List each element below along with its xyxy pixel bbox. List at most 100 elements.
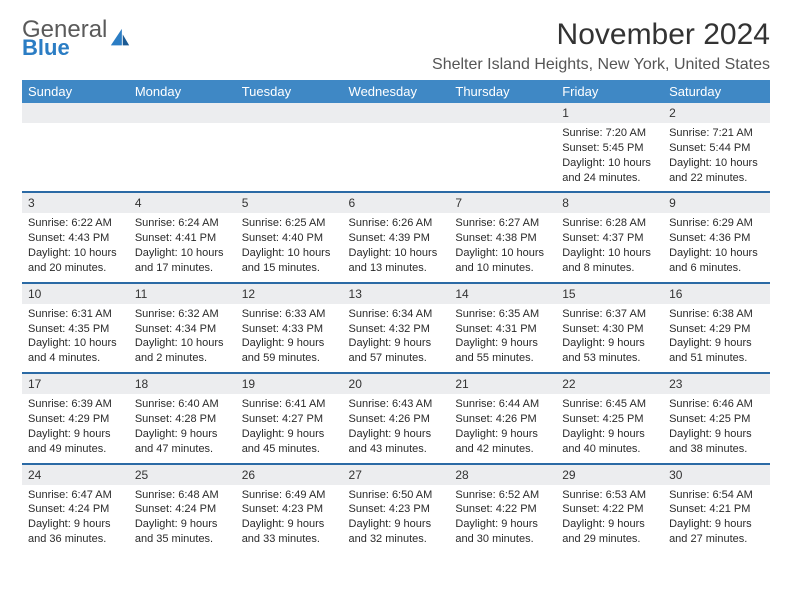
- day-number: 2: [663, 103, 770, 123]
- day-details: Sunrise: 6:50 AMSunset: 4:23 PMDaylight:…: [343, 485, 450, 553]
- day-details: Sunrise: 6:24 AMSunset: 4:41 PMDaylight:…: [129, 213, 236, 281]
- calendar-cell: 12Sunrise: 6:33 AMSunset: 4:33 PMDayligh…: [236, 283, 343, 372]
- day-number: 15: [556, 284, 663, 304]
- month-title: November 2024: [432, 18, 770, 52]
- header: General Blue November 2024 Shelter Islan…: [22, 18, 770, 74]
- logo: General Blue: [22, 18, 131, 58]
- calendar-cell: 16Sunrise: 6:38 AMSunset: 4:29 PMDayligh…: [663, 283, 770, 372]
- day-details: Sunrise: 6:45 AMSunset: 4:25 PMDaylight:…: [556, 394, 663, 462]
- day-header: Sunday: [22, 80, 129, 103]
- calendar-cell: 22Sunrise: 6:45 AMSunset: 4:25 PMDayligh…: [556, 373, 663, 462]
- calendar-cell: [449, 103, 556, 191]
- calendar-cell: 6Sunrise: 6:26 AMSunset: 4:39 PMDaylight…: [343, 192, 450, 281]
- day-number: 7: [449, 193, 556, 213]
- day-details: Sunrise: 6:41 AMSunset: 4:27 PMDaylight:…: [236, 394, 343, 462]
- day-number: 9: [663, 193, 770, 213]
- calendar-cell: 25Sunrise: 6:48 AMSunset: 4:24 PMDayligh…: [129, 464, 236, 553]
- calendar-cell: 5Sunrise: 6:25 AMSunset: 4:40 PMDaylight…: [236, 192, 343, 281]
- calendar-cell: 4Sunrise: 6:24 AMSunset: 4:41 PMDaylight…: [129, 192, 236, 281]
- day-number: 16: [663, 284, 770, 304]
- calendar-cell: 18Sunrise: 6:40 AMSunset: 4:28 PMDayligh…: [129, 373, 236, 462]
- day-number: 21: [449, 374, 556, 394]
- day-number: 1: [556, 103, 663, 123]
- calendar-cell: 28Sunrise: 6:52 AMSunset: 4:22 PMDayligh…: [449, 464, 556, 553]
- calendar-table: SundayMondayTuesdayWednesdayThursdayFrid…: [22, 80, 770, 553]
- day-details: Sunrise: 6:48 AMSunset: 4:24 PMDaylight:…: [129, 485, 236, 553]
- calendar-cell: 27Sunrise: 6:50 AMSunset: 4:23 PMDayligh…: [343, 464, 450, 553]
- calendar-cell: [343, 103, 450, 191]
- calendar-week: 3Sunrise: 6:22 AMSunset: 4:43 PMDaylight…: [22, 192, 770, 281]
- day-number-empty: [236, 103, 343, 123]
- day-details: Sunrise: 6:43 AMSunset: 4:26 PMDaylight:…: [343, 394, 450, 462]
- day-details: Sunrise: 6:29 AMSunset: 4:36 PMDaylight:…: [663, 213, 770, 281]
- calendar-week: 17Sunrise: 6:39 AMSunset: 4:29 PMDayligh…: [22, 373, 770, 462]
- calendar-cell: 23Sunrise: 6:46 AMSunset: 4:25 PMDayligh…: [663, 373, 770, 462]
- day-details: Sunrise: 6:31 AMSunset: 4:35 PMDaylight:…: [22, 304, 129, 372]
- day-header: Tuesday: [236, 80, 343, 103]
- calendar-cell: 11Sunrise: 6:32 AMSunset: 4:34 PMDayligh…: [129, 283, 236, 372]
- day-number: 24: [22, 465, 129, 485]
- calendar-cell: 29Sunrise: 6:53 AMSunset: 4:22 PMDayligh…: [556, 464, 663, 553]
- calendar-cell: 17Sunrise: 6:39 AMSunset: 4:29 PMDayligh…: [22, 373, 129, 462]
- day-number: 13: [343, 284, 450, 304]
- day-number: 6: [343, 193, 450, 213]
- day-number: 23: [663, 374, 770, 394]
- day-number: 22: [556, 374, 663, 394]
- day-number: 12: [236, 284, 343, 304]
- calendar-cell: [236, 103, 343, 191]
- day-details: Sunrise: 6:22 AMSunset: 4:43 PMDaylight:…: [22, 213, 129, 281]
- day-number: 27: [343, 465, 450, 485]
- day-details: Sunrise: 6:27 AMSunset: 4:38 PMDaylight:…: [449, 213, 556, 281]
- calendar-cell: 15Sunrise: 6:37 AMSunset: 4:30 PMDayligh…: [556, 283, 663, 372]
- day-details: Sunrise: 6:40 AMSunset: 4:28 PMDaylight:…: [129, 394, 236, 462]
- day-number-empty: [343, 103, 450, 123]
- calendar-cell: 19Sunrise: 6:41 AMSunset: 4:27 PMDayligh…: [236, 373, 343, 462]
- calendar-cell: 21Sunrise: 6:44 AMSunset: 4:26 PMDayligh…: [449, 373, 556, 462]
- day-number: 11: [129, 284, 236, 304]
- day-number: 5: [236, 193, 343, 213]
- day-details: Sunrise: 6:37 AMSunset: 4:30 PMDaylight:…: [556, 304, 663, 372]
- day-number: 4: [129, 193, 236, 213]
- day-details: Sunrise: 6:26 AMSunset: 4:39 PMDaylight:…: [343, 213, 450, 281]
- calendar-cell: 2Sunrise: 7:21 AMSunset: 5:44 PMDaylight…: [663, 103, 770, 191]
- day-number: 17: [22, 374, 129, 394]
- calendar-cell: 1Sunrise: 7:20 AMSunset: 5:45 PMDaylight…: [556, 103, 663, 191]
- calendar-cell: 30Sunrise: 6:54 AMSunset: 4:21 PMDayligh…: [663, 464, 770, 553]
- day-number-empty: [129, 103, 236, 123]
- calendar-cell: 26Sunrise: 6:49 AMSunset: 4:23 PMDayligh…: [236, 464, 343, 553]
- location: Shelter Island Heights, New York, United…: [432, 56, 770, 74]
- calendar-week: 10Sunrise: 6:31 AMSunset: 4:35 PMDayligh…: [22, 283, 770, 372]
- day-number: 29: [556, 465, 663, 485]
- calendar-cell: 10Sunrise: 6:31 AMSunset: 4:35 PMDayligh…: [22, 283, 129, 372]
- day-details: Sunrise: 6:35 AMSunset: 4:31 PMDaylight:…: [449, 304, 556, 372]
- day-details: Sunrise: 6:49 AMSunset: 4:23 PMDaylight:…: [236, 485, 343, 553]
- calendar-cell: 20Sunrise: 6:43 AMSunset: 4:26 PMDayligh…: [343, 373, 450, 462]
- calendar-cell: 24Sunrise: 6:47 AMSunset: 4:24 PMDayligh…: [22, 464, 129, 553]
- calendar-cell: [22, 103, 129, 191]
- calendar-cell: 8Sunrise: 6:28 AMSunset: 4:37 PMDaylight…: [556, 192, 663, 281]
- day-header: Saturday: [663, 80, 770, 103]
- calendar-cell: 9Sunrise: 6:29 AMSunset: 4:36 PMDaylight…: [663, 192, 770, 281]
- day-number: 30: [663, 465, 770, 485]
- calendar-cell: 3Sunrise: 6:22 AMSunset: 4:43 PMDaylight…: [22, 192, 129, 281]
- day-details: Sunrise: 7:20 AMSunset: 5:45 PMDaylight:…: [556, 123, 663, 191]
- day-details: Sunrise: 6:53 AMSunset: 4:22 PMDaylight:…: [556, 485, 663, 553]
- day-number: 14: [449, 284, 556, 304]
- calendar-cell: [129, 103, 236, 191]
- calendar-cell: 14Sunrise: 6:35 AMSunset: 4:31 PMDayligh…: [449, 283, 556, 372]
- day-details: Sunrise: 6:34 AMSunset: 4:32 PMDaylight:…: [343, 304, 450, 372]
- day-number: 10: [22, 284, 129, 304]
- day-details: Sunrise: 6:54 AMSunset: 4:21 PMDaylight:…: [663, 485, 770, 553]
- calendar-week: 24Sunrise: 6:47 AMSunset: 4:24 PMDayligh…: [22, 464, 770, 553]
- day-header: Wednesday: [343, 80, 450, 103]
- day-details: Sunrise: 6:39 AMSunset: 4:29 PMDaylight:…: [22, 394, 129, 462]
- day-number: 19: [236, 374, 343, 394]
- day-details: Sunrise: 6:38 AMSunset: 4:29 PMDaylight:…: [663, 304, 770, 372]
- day-details: Sunrise: 6:46 AMSunset: 4:25 PMDaylight:…: [663, 394, 770, 462]
- day-header: Thursday: [449, 80, 556, 103]
- calendar-week: 1Sunrise: 7:20 AMSunset: 5:45 PMDaylight…: [22, 103, 770, 191]
- day-number: 26: [236, 465, 343, 485]
- sail-icon: [109, 27, 131, 49]
- day-details: Sunrise: 7:21 AMSunset: 5:44 PMDaylight:…: [663, 123, 770, 191]
- day-number: 8: [556, 193, 663, 213]
